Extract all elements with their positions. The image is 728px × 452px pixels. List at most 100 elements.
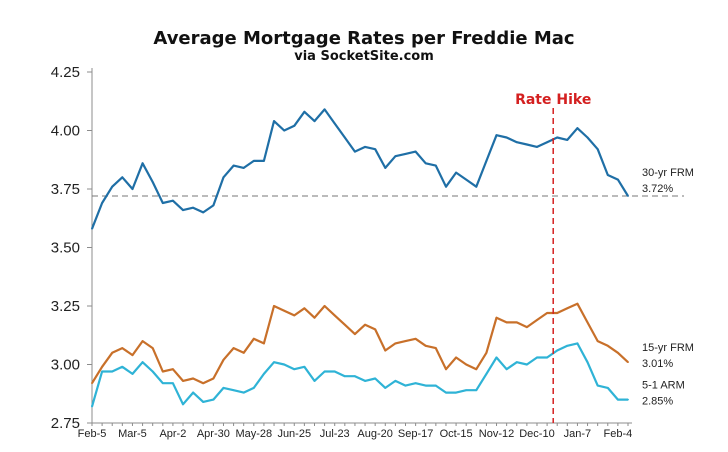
data-point-30-yr-frm: [515, 141, 518, 144]
data-point-30-yr-frm: [232, 164, 235, 167]
data-point-5-1-arm: [151, 370, 154, 373]
data-point-30-yr-frm: [131, 188, 134, 190]
data-point-15-yr-frm: [475, 368, 478, 371]
x-tick-label: May-28: [235, 428, 272, 440]
chart-title: Average Mortgage Rates per Freddie Mac: [153, 28, 574, 49]
series-line-5-1-arm: [90, 342, 628, 407]
x-tick-label: Jan-7: [564, 428, 592, 440]
data-point-15-yr-frm: [242, 351, 245, 354]
data-point-30-yr-frm: [414, 150, 417, 153]
data-point-5-1-arm: [252, 387, 255, 389]
data-point-30-yr-frm: [354, 150, 356, 153]
data-point-15-yr-frm: [627, 361, 629, 364]
data-point-30-yr-frm: [222, 176, 225, 179]
data-point-15-yr-frm: [525, 326, 528, 328]
data-point-5-1-arm: [465, 389, 468, 392]
x-tick-label: Sep-17: [398, 428, 433, 440]
data-point-5-1-arm: [414, 382, 417, 385]
data-point-15-yr-frm: [182, 379, 184, 382]
annotation-group: Rate Hike: [515, 92, 591, 423]
data-point-5-1-arm: [576, 342, 579, 345]
x-tick-label: Feb-4: [604, 428, 633, 440]
data-point-30-yr-frm: [627, 195, 629, 197]
series-name-15-yr-frm: 15-yr FRM: [642, 342, 694, 354]
data-point-15-yr-frm: [485, 351, 488, 354]
data-point-15-yr-frm: [586, 321, 589, 324]
x-tick-label: Nov-12: [479, 428, 514, 440]
data-point-30-yr-frm: [111, 185, 114, 188]
data-point-5-1-arm: [101, 370, 104, 373]
data-point-15-yr-frm: [222, 358, 225, 361]
data-point-30-yr-frm: [434, 164, 437, 167]
y-tick-label: 2.75: [51, 415, 80, 432]
data-point-30-yr-frm: [546, 141, 548, 144]
data-point-30-yr-frm: [151, 181, 154, 183]
data-point-15-yr-frm: [546, 312, 548, 314]
series-value-30-yr-frm: 3.72%: [642, 183, 673, 195]
data-point-5-1-arm: [202, 401, 205, 403]
y-tick-label: 3.25: [51, 298, 80, 315]
data-point-15-yr-frm: [495, 316, 498, 319]
data-point-5-1-arm: [313, 379, 316, 382]
data-point-30-yr-frm: [576, 127, 579, 130]
data-point-30-yr-frm: [323, 108, 326, 111]
data-point-5-1-arm: [212, 398, 215, 401]
data-point-15-yr-frm: [434, 347, 437, 350]
data-point-30-yr-frm: [475, 185, 478, 188]
data-point-5-1-arm: [616, 398, 619, 401]
data-point-15-yr-frm: [141, 340, 144, 342]
data-point-5-1-arm: [91, 405, 93, 408]
data-point-15-yr-frm: [111, 351, 114, 354]
y-tick-label: 3.75: [51, 181, 80, 198]
data-point-30-yr-frm: [283, 129, 286, 132]
data-point-30-yr-frm: [252, 160, 255, 162]
data-point-30-yr-frm: [242, 167, 245, 169]
data-point-30-yr-frm: [202, 211, 205, 214]
data-point-15-yr-frm: [616, 351, 619, 354]
data-point-30-yr-frm: [343, 136, 346, 139]
data-point-5-1-arm: [556, 349, 559, 352]
y-tick-label: 4.25: [51, 64, 80, 81]
x-tick-label: Jul-23: [320, 428, 350, 440]
data-point-15-yr-frm: [515, 321, 518, 324]
data-point-5-1-arm: [333, 370, 336, 373]
data-point-15-yr-frm: [536, 319, 538, 321]
data-point-5-1-arm: [384, 387, 387, 389]
data-point-5-1-arm: [424, 384, 427, 387]
data-point-5-1-arm: [273, 361, 275, 364]
data-point-30-yr-frm: [333, 122, 336, 125]
data-point-30-yr-frm: [161, 202, 164, 204]
data-point-15-yr-frm: [404, 340, 407, 342]
data-point-30-yr-frm: [212, 204, 215, 207]
data-point-5-1-arm: [131, 372, 134, 375]
data-point-5-1-arm: [596, 384, 599, 387]
data-point-5-1-arm: [192, 391, 195, 394]
data-point-15-yr-frm: [556, 312, 559, 314]
data-point-15-yr-frm: [313, 316, 316, 319]
data-point-5-1-arm: [172, 382, 174, 385]
series-name-30-yr-frm: 30-yr FRM: [642, 167, 694, 179]
data-point-30-yr-frm: [404, 153, 407, 155]
data-point-5-1-arm: [374, 377, 377, 380]
data-point-5-1-arm: [455, 391, 457, 394]
data-point-5-1-arm: [434, 384, 437, 387]
rate-hike-label: Rate Hike: [515, 92, 591, 108]
data-point-30-yr-frm: [566, 138, 569, 141]
data-point-15-yr-frm: [606, 344, 609, 347]
data-point-5-1-arm: [242, 391, 245, 394]
data-point-30-yr-frm: [394, 155, 397, 158]
data-point-15-yr-frm: [374, 328, 377, 331]
data-point-5-1-arm: [627, 398, 629, 401]
data-point-30-yr-frm: [273, 120, 275, 123]
data-point-5-1-arm: [445, 391, 447, 394]
data-point-15-yr-frm: [283, 309, 286, 312]
x-tick-label: Feb-5: [78, 428, 107, 440]
data-point-30-yr-frm: [293, 124, 296, 127]
data-point-5-1-arm: [141, 361, 144, 364]
data-point-15-yr-frm: [252, 337, 255, 340]
data-point-30-yr-frm: [616, 178, 619, 181]
data-point-30-yr-frm: [141, 162, 144, 165]
data-point-30-yr-frm: [485, 160, 488, 162]
y-tick-label: 3.50: [51, 240, 80, 257]
